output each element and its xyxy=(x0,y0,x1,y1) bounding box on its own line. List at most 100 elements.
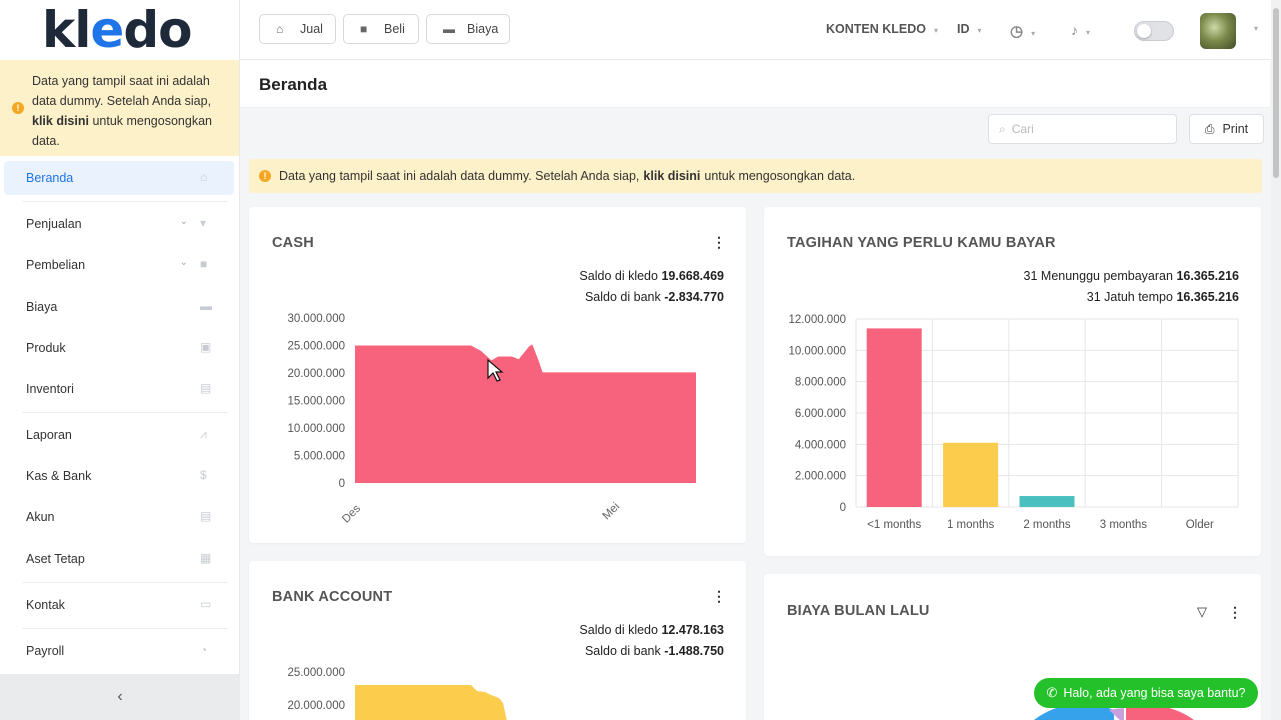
bar xyxy=(943,442,999,507)
sidebar-dummy-notice: ! Data yang tampil saat ini adalah data … xyxy=(0,60,239,156)
y-tick-label: 2.000.000 xyxy=(795,471,846,483)
language-selector[interactable]: ID ▾ xyxy=(957,22,982,36)
bank-account-card: BANK ACCOUNT ⋮ Saldo di kledo 12.478.163… xyxy=(249,561,746,720)
y-tick-label: 4.000.000 xyxy=(795,439,846,451)
y-tick-label: 0 xyxy=(840,502,846,514)
x-tick-label: Mei xyxy=(601,501,623,523)
bag-icon: ■ xyxy=(360,22,368,36)
tagihan-card: TAGIHAN YANG PERLU KAMU BAYAR 31 Menungg… xyxy=(764,207,1261,556)
print-button[interactable]: ⎙ Print xyxy=(1189,114,1264,144)
dummy-data-notice: ! Data yang tampil saat ini adalah data … xyxy=(249,159,1262,193)
shop-icon: ⌂ xyxy=(276,22,284,36)
building-icon: ▦ xyxy=(200,551,212,565)
x-tick-label: 1 months xyxy=(947,519,995,531)
mouse-cursor xyxy=(487,358,504,382)
scrollbar[interactable] xyxy=(1271,0,1281,720)
topbar: ⌂ Jual ■ Beli ▬ Biaya KONTEN KLEDO ▾ ID ▾ ◷ ▾ … xyxy=(240,0,1281,60)
biaya-button[interactable]: ▬ Biaya xyxy=(426,14,510,44)
caret-down-icon: ▾ xyxy=(934,26,939,35)
y-tick-label: 25.000.000 xyxy=(287,667,345,679)
payroll-icon: ◔ xyxy=(200,643,208,657)
warning-icon: ! xyxy=(259,170,271,182)
bar xyxy=(866,328,922,507)
whatsapp-icon: ✆ xyxy=(1046,685,1058,700)
notification-menu[interactable]: ♪ ▾ xyxy=(1071,22,1091,38)
more-options-icon[interactable]: ⋮ xyxy=(1228,604,1242,620)
whatsapp-chat-button[interactable]: ✆ Halo, ada yang bisa saya bantu? xyxy=(1034,678,1258,708)
dark-mode-toggle[interactable] xyxy=(1134,21,1174,41)
bank-area-chart: 25.000.000 20.000.000 xyxy=(287,667,507,720)
card-title: CASH xyxy=(272,235,314,251)
y-tick-label: 6.000.000 xyxy=(795,408,846,420)
filter-icon[interactable]: ▽ xyxy=(1197,604,1207,619)
chevron-down-icon: ⌄ xyxy=(179,257,188,268)
waiting-payment: 31 Menunggu pembayaran 16.365.216 xyxy=(1023,269,1239,283)
y-tick-label: 20.000.000 xyxy=(287,368,345,380)
clear-data-link[interactable]: klik disini xyxy=(32,114,89,128)
chevron-left-icon: ‹ xyxy=(117,688,123,705)
home-icon: ⌂ xyxy=(200,170,208,184)
sidebar-collapse-button[interactable]: ‹ xyxy=(0,674,240,720)
id-card-icon: ▭ xyxy=(200,597,212,611)
printer-icon: ⎙ xyxy=(1204,121,1215,136)
more-options-icon[interactable]: ⋮ xyxy=(712,234,726,250)
search-icon: ⌕ xyxy=(999,121,1006,136)
y-tick-label: 30.000.000 xyxy=(287,313,345,325)
sidebar-item-beranda[interactable]: Beranda ⌂ xyxy=(4,161,234,195)
y-tick-label: 8.000.000 xyxy=(795,377,846,389)
sidebar-item-inventori[interactable]: Inventori ▤ xyxy=(4,372,234,406)
jual-button[interactable]: ⌂ Jual xyxy=(259,14,336,44)
card-title: BANK ACCOUNT xyxy=(272,589,393,605)
sidebar-item-penjualan[interactable]: Penjualan ⌄ ▾ xyxy=(4,207,234,241)
sidebar-item-laporan[interactable]: Laporan ⩘ xyxy=(4,418,234,452)
cash-area-chart: 30.000.000 25.000.000 20.000.000 15.000.000… xyxy=(287,313,696,526)
sidebar-item-aset-tetap[interactable]: Aset Tetap ▦ xyxy=(4,542,234,576)
sidebar-item-akun[interactable]: Akun ▤ xyxy=(4,500,234,534)
clock-icon: ◷ xyxy=(1010,23,1024,40)
dollar-icon: $ xyxy=(200,468,207,482)
cash-area-series xyxy=(355,344,696,483)
basket-icon: ▾ xyxy=(200,216,207,230)
x-tick-label: Des xyxy=(340,502,363,525)
bag-icon: ■ xyxy=(200,257,208,271)
beli-button[interactable]: ■ Beli xyxy=(343,14,419,44)
search-input[interactable]: ⌕ Cari xyxy=(988,114,1177,144)
x-tick-label: 2 months xyxy=(1023,519,1071,531)
avatar[interactable] xyxy=(1200,13,1236,49)
sidebar-item-produk[interactable]: Produk ▣ xyxy=(4,331,234,365)
card-title: BIAYA BULAN LALU xyxy=(787,603,930,619)
x-tick-label: 3 months xyxy=(1100,519,1148,531)
sidebar-item-biaya[interactable]: Biaya ▬ xyxy=(26,299,212,314)
saldo-kledo: Saldo di kledo 19.668.469 xyxy=(579,269,724,283)
clear-data-link[interactable]: klik disini xyxy=(643,169,701,183)
sidebar-item-kas-bank[interactable]: Kas & Bank $ xyxy=(4,459,234,493)
y-tick-label: 10.000.000 xyxy=(287,423,345,435)
sidebar-item-kontak[interactable]: Kontak ▭ xyxy=(4,588,234,622)
y-tick-label: 10.000.000 xyxy=(788,345,846,357)
chevron-down-icon: ⌄ xyxy=(179,216,188,227)
card-icon: ▬ xyxy=(443,22,455,36)
bar xyxy=(1019,496,1075,507)
y-tick-label: 15.000.000 xyxy=(287,396,345,408)
caret-down-icon: ▾ xyxy=(977,26,982,35)
more-options-icon[interactable]: ⋮ xyxy=(712,588,726,604)
saldo-bank: Saldo di bank -2.834.770 xyxy=(584,290,724,304)
card-title: TAGIHAN YANG PERLU KAMU BAYAR xyxy=(787,235,1056,251)
company-selector[interactable]: KONTEN KLEDO ▾ xyxy=(826,22,939,36)
caret-down-icon: ▾ xyxy=(1254,24,1259,33)
y-tick-label: 0 xyxy=(339,478,345,490)
sidebar-item-pembelian[interactable]: Pembelian ⌄ ■ xyxy=(4,248,234,282)
box-icon: ▣ xyxy=(200,340,212,354)
page-header: Beranda xyxy=(240,60,1270,108)
due-payment: 31 Jatuh tempo 16.365.216 xyxy=(1086,290,1239,304)
warehouse-icon: ▤ xyxy=(200,381,212,395)
y-tick-label: 20.000.000 xyxy=(287,700,345,712)
history-menu[interactable]: ◷ ▾ xyxy=(1010,23,1036,40)
sidebar-item-payroll[interactable]: Payroll ◔ xyxy=(4,634,234,668)
tagihan-bar-chart: 12.000.000 10.000.000 8.000.000 6.000.000 4.… xyxy=(788,314,1239,531)
saldo-kledo: Saldo di kledo 12.478.163 xyxy=(579,623,724,637)
kledo-logo[interactable]: kledo xyxy=(42,1,192,59)
y-tick-label: 12.000.000 xyxy=(788,314,846,326)
cash-card: CASH ⋮ Saldo di kledo 19.668.469 Saldo d… xyxy=(249,207,746,543)
bell-icon: ♪ xyxy=(1071,22,1078,38)
